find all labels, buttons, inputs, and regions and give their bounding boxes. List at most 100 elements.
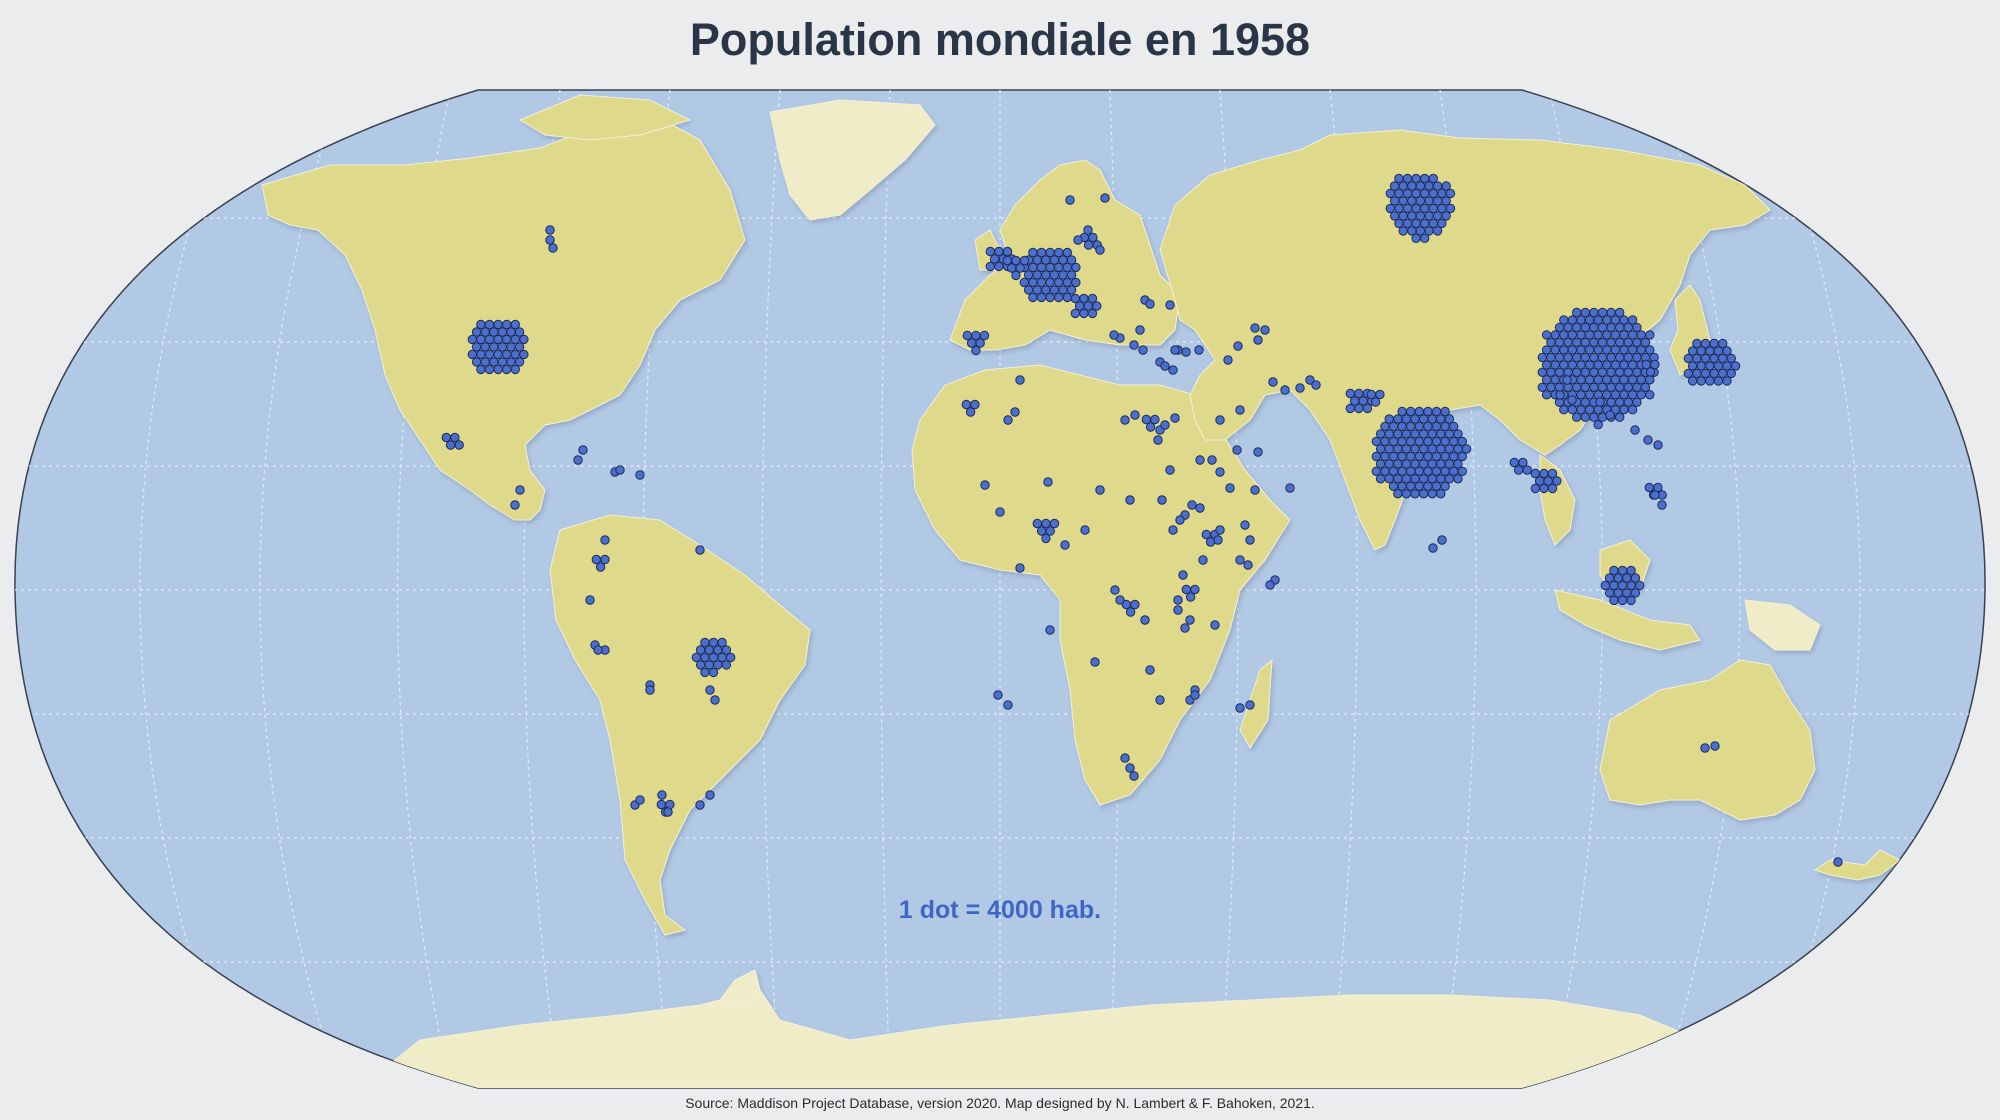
- population-dot: [1185, 615, 1195, 625]
- population-dot: [1375, 389, 1385, 400]
- population-dot: [1602, 330, 1612, 340]
- population-dot: [1546, 382, 1556, 392]
- population-dot: [1138, 345, 1148, 355]
- population-dot: [1610, 345, 1621, 355]
- population-dot: [1389, 211, 1400, 221]
- population-dot: [1643, 435, 1653, 445]
- population-dot: [1160, 361, 1170, 371]
- population-dot: [467, 334, 477, 345]
- population-dot: [1394, 173, 1404, 184]
- population-dot: [1449, 466, 1459, 476]
- population-dot: [1003, 415, 1013, 425]
- population-dot: [1194, 345, 1204, 355]
- population-dot: [1235, 555, 1245, 565]
- population-dot: [1424, 196, 1434, 206]
- population-dot: [1181, 347, 1191, 357]
- population-dot: [1388, 451, 1399, 462]
- population-dot: [1444, 429, 1455, 439]
- population-dot: [510, 334, 520, 345]
- population-dot: [476, 319, 486, 330]
- population-dot: [1567, 345, 1578, 355]
- population-dot: [1095, 245, 1105, 255]
- population-dot: [1406, 451, 1416, 462]
- population-dot: [1636, 345, 1646, 355]
- population-dot: [1414, 466, 1425, 476]
- population-dot: [1650, 359, 1660, 370]
- population-dot: [1437, 218, 1447, 229]
- population-dot: [985, 246, 995, 257]
- population-dot: [1393, 489, 1403, 499]
- population-dot: [1610, 390, 1621, 400]
- population-dot: [1041, 285, 1051, 295]
- population-dot: [1427, 429, 1437, 439]
- population-dot: [1619, 390, 1629, 400]
- population-dot: [1402, 173, 1413, 184]
- population-dot: [1713, 376, 1724, 386]
- population-dot: [1120, 753, 1130, 763]
- population-dot: [1401, 489, 1412, 499]
- population-dot: [1157, 495, 1167, 505]
- population-dot: [1589, 322, 1599, 333]
- population-dot: [1713, 361, 1724, 371]
- population-dot: [1632, 367, 1642, 377]
- population-dot: [1414, 481, 1425, 491]
- population-dot: [1130, 410, 1140, 420]
- antarctic-peninsula: [719, 969, 761, 1006]
- population-dot: [1015, 263, 1025, 273]
- population-dot: [1394, 203, 1404, 214]
- population-dot: [1563, 337, 1573, 348]
- population-dot: [1428, 173, 1439, 184]
- population-dot: [1541, 390, 1552, 400]
- population-dot: [1432, 196, 1443, 206]
- population-dot: [1615, 337, 1625, 348]
- population-dot: [585, 595, 595, 605]
- population-dot: [1554, 337, 1565, 348]
- population-dot: [1632, 322, 1642, 333]
- population-dot: [1441, 196, 1451, 206]
- population-dot: [1692, 353, 1702, 364]
- population-dot: [1530, 483, 1541, 494]
- population-dot: [1453, 459, 1463, 469]
- population-dot: [1437, 188, 1447, 199]
- population-dot: [1185, 592, 1196, 602]
- population-dot: [514, 327, 525, 337]
- population-dot: [1589, 367, 1599, 377]
- population-dot: [1552, 476, 1562, 486]
- population-dot: [1049, 518, 1060, 529]
- population-dot: [645, 685, 655, 695]
- population-dot: [519, 349, 529, 360]
- population-dot: [1718, 338, 1728, 349]
- population-dot: [493, 334, 503, 345]
- population-dot: [1371, 436, 1382, 447]
- population-dot: [1431, 406, 1442, 417]
- population-dot: [1541, 375, 1552, 385]
- population-dot: [1411, 188, 1421, 199]
- population-dot: [1058, 285, 1068, 295]
- population-dot: [1572, 382, 1582, 392]
- population-dot: [1389, 196, 1400, 206]
- population-dot: [1371, 466, 1382, 476]
- population-dot: [1559, 345, 1569, 355]
- population-dot: [1115, 595, 1125, 605]
- population-dot: [1345, 403, 1356, 414]
- population-dot: [1170, 345, 1180, 355]
- population-dot: [476, 334, 486, 345]
- population-dot: [1589, 382, 1599, 392]
- population-dot: [985, 261, 995, 272]
- population-dot: [1606, 382, 1616, 392]
- population-dot: [1627, 375, 1638, 385]
- population-dot: [1700, 338, 1711, 349]
- population-dot: [1559, 330, 1569, 340]
- population-dot: [1235, 405, 1245, 415]
- population-dot: [510, 500, 520, 510]
- population-dot: [1436, 474, 1446, 484]
- population-dot: [1250, 485, 1260, 495]
- population-dot: [1080, 525, 1090, 535]
- population-dot: [467, 349, 477, 360]
- population-dot: [1645, 330, 1655, 340]
- population-dot: [515, 485, 525, 495]
- population-dot: [1066, 270, 1077, 280]
- population-dot: [1700, 353, 1711, 364]
- population-dot: [1393, 474, 1403, 484]
- population-dot: [1420, 233, 1430, 244]
